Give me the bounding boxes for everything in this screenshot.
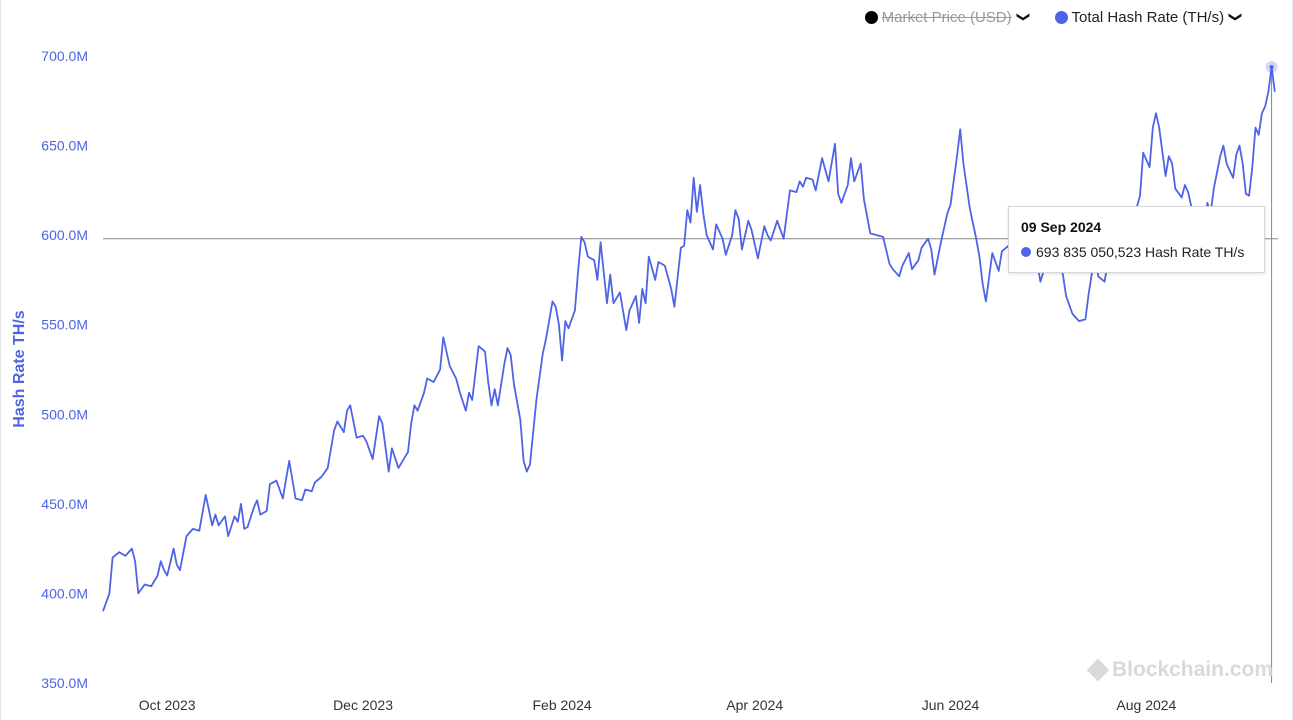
- tooltip: 09 Sep 2024 693 835 050,523 Hash Rate TH…: [1008, 206, 1265, 273]
- tooltip-row: 693 835 050,523 Hash Rate TH/s: [1021, 244, 1252, 260]
- highlight-point[interactable]: [1269, 65, 1274, 70]
- chevron-down-icon[interactable]: ❯: [1228, 11, 1244, 23]
- y-tick-label: 400.0M: [41, 585, 88, 601]
- series-dot-icon: [1021, 247, 1031, 257]
- legend: Market Price (USD) ❯ Total Hash Rate (TH…: [864, 6, 1244, 28]
- tooltip-date: 09 Sep 2024: [1021, 219, 1102, 235]
- y-tick-label: 600.0M: [41, 227, 88, 243]
- blockchain-logo-icon: [1086, 658, 1110, 682]
- x-tick-label: Feb 2024: [532, 697, 591, 713]
- series-layer: [102, 66, 1276, 612]
- tooltip-value: 693 835 050,523 Hash Rate TH/s: [1036, 244, 1245, 260]
- legend-item-hash-rate[interactable]: Total Hash Rate (TH/s) ❯: [1054, 8, 1244, 26]
- legend-label-market-price: Market Price (USD): [881, 8, 1012, 26]
- market-price-dot-icon: [864, 10, 878, 24]
- chevron-down-icon[interactable]: ❯: [1016, 11, 1032, 23]
- series-line-hash-rate: [102, 66, 1276, 612]
- legend-label-hash-rate: Total Hash Rate (TH/s): [1071, 8, 1225, 26]
- x-tick-label: Dec 2023: [333, 697, 393, 713]
- y-tick-label: 350.0M: [41, 675, 88, 691]
- watermark: Blockchain.com: [1086, 658, 1273, 682]
- y-tick-label: 500.0M: [41, 406, 88, 422]
- hash-rate-dot-icon: [1054, 10, 1068, 24]
- y-tick-label: 450.0M: [41, 496, 88, 512]
- x-tick-label: Aug 2024: [1116, 697, 1176, 713]
- x-tick-label: Oct 2023: [139, 697, 196, 713]
- y-axis-label: Hash Rate TH/s: [11, 310, 28, 427]
- y-tick-label: 550.0M: [41, 317, 88, 333]
- legend-item-market-price[interactable]: Market Price (USD) ❯: [864, 8, 1032, 26]
- x-tick-label: Apr 2024: [726, 697, 783, 713]
- x-tick-label: Jun 2024: [922, 697, 980, 713]
- x-axis-ticks: Oct 2023 Dec 2023 Feb 2024 Apr 2024 Jun 2024…: [139, 697, 1177, 713]
- watermark-text: Blockchain.com: [1111, 658, 1273, 681]
- y-tick-label: 700.0M: [41, 48, 88, 64]
- y-tick-label: 650.0M: [41, 138, 88, 154]
- y-axis-ticks: 350.0M 400.0M 450.0M 500.0M 550.0M 600.0M 650.…: [41, 48, 88, 691]
